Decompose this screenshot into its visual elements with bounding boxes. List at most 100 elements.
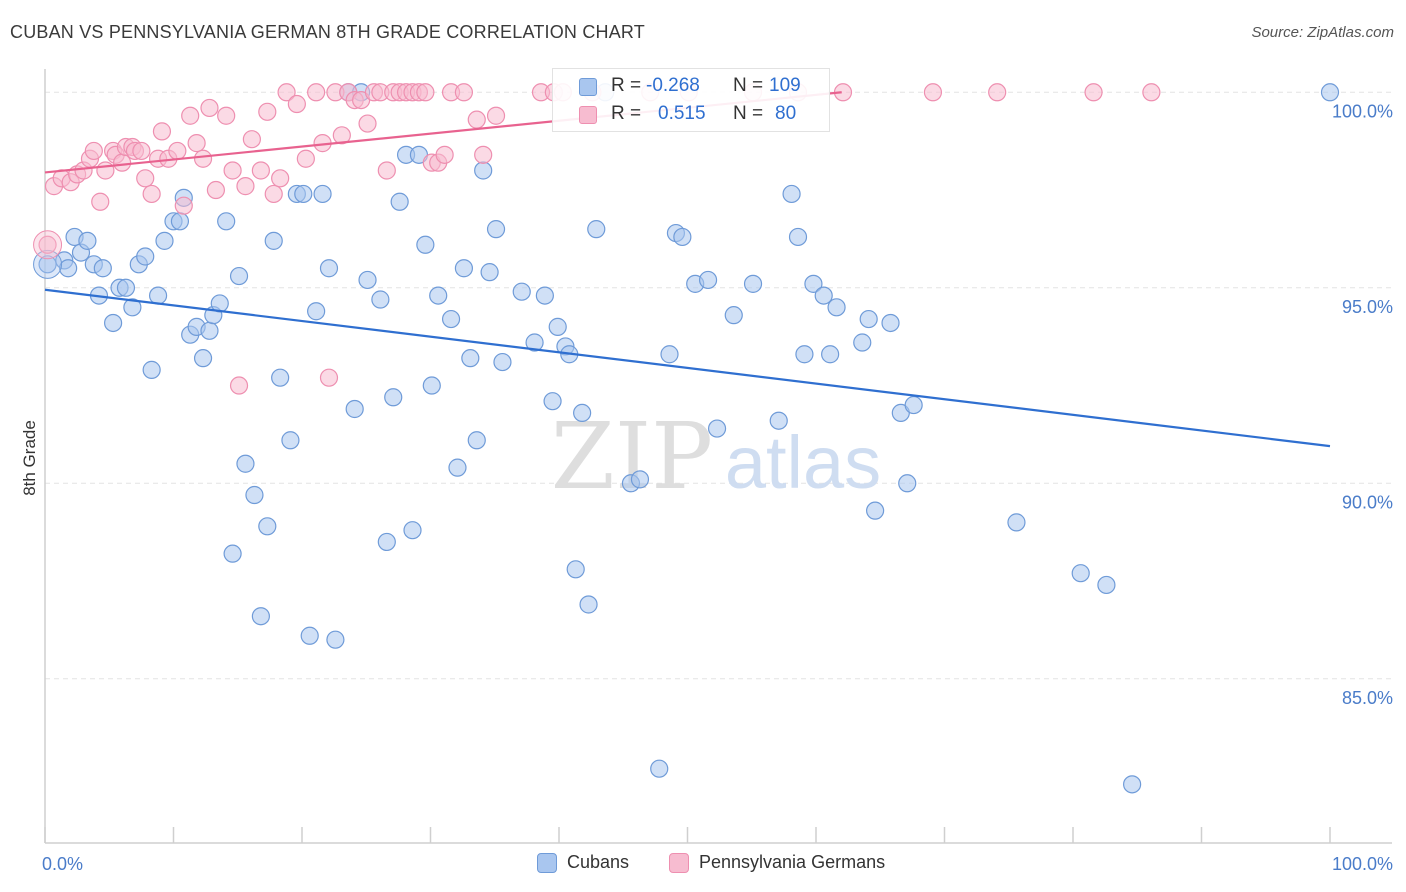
cubans-point-8 bbox=[93, 259, 112, 278]
cubans-point-82 bbox=[660, 345, 679, 364]
trend-line-cubans bbox=[44, 288, 1331, 448]
pennsylvania-germans-point-79 bbox=[1142, 83, 1161, 102]
pennsylvania-germans-point-28 bbox=[206, 180, 226, 200]
r-value: 0.515 bbox=[658, 103, 706, 124]
cubans-point-50 bbox=[384, 388, 403, 407]
cubans-point-11 bbox=[116, 278, 136, 297]
cubans-point-81 bbox=[650, 759, 669, 778]
pennsylvania-germans-point-22 bbox=[168, 141, 187, 161]
cubans-point-29 bbox=[229, 266, 249, 286]
pennsylvania-germans-point-37 bbox=[271, 169, 290, 188]
cubans-point-104 bbox=[904, 395, 923, 415]
y-axis-label: 8th Grade bbox=[20, 420, 39, 496]
pennsylvania-germans-point-29 bbox=[217, 106, 236, 125]
pennsylvania-germans-point-49 bbox=[358, 114, 377, 133]
n-value: 80 bbox=[775, 103, 797, 124]
pennsylvania-germans-point-26 bbox=[193, 149, 213, 168]
tick-labels: 85.0% 90.0% 95.0% 100.0% 0.0% 100.0% bbox=[42, 101, 1393, 874]
pennsylvania-germans-point-25 bbox=[187, 134, 206, 153]
cubans-point-95 bbox=[814, 286, 833, 305]
pennsylvania-germans-point-35 bbox=[258, 102, 277, 121]
cubans-point-96 bbox=[821, 345, 840, 364]
pennsylvania-germans-point-64 bbox=[467, 110, 486, 129]
cubans-point-106 bbox=[1071, 564, 1090, 583]
cubans-point-68 bbox=[525, 333, 544, 352]
cubans-point-87 bbox=[707, 419, 727, 438]
cubans-point-76 bbox=[579, 595, 598, 614]
legend-label-pennsylvania-germans: Pennsylvania Germans bbox=[699, 852, 886, 872]
cubans-point-38 bbox=[294, 184, 313, 204]
cubans-point-35 bbox=[271, 368, 290, 387]
pennsylvania-germans-point-20 bbox=[152, 122, 172, 141]
stats-row-pennsylvania-germans: R = 0.515 N = 80 bbox=[553, 101, 829, 129]
x-tick-label-0: 0.0% bbox=[42, 854, 83, 874]
cubans-point-105 bbox=[1007, 513, 1026, 532]
pennsylvania-germans-swatch bbox=[579, 106, 597, 124]
legend-swatch-cubans bbox=[537, 852, 557, 873]
cubans-point-62 bbox=[467, 431, 486, 450]
pennsylvania-germans-point-78 bbox=[1084, 83, 1103, 102]
cubans-point-56 bbox=[422, 376, 441, 395]
cubans-point-45 bbox=[345, 399, 364, 419]
cubans-point-107 bbox=[1097, 575, 1116, 595]
cubans-point-71 bbox=[548, 317, 567, 336]
cubans-point-40 bbox=[307, 302, 326, 321]
cubans-point-41 bbox=[313, 184, 332, 204]
cubans-point-30 bbox=[236, 454, 255, 473]
cubans-point-93 bbox=[795, 345, 814, 364]
cubans-point-9 bbox=[104, 313, 123, 333]
cubans-point-65 bbox=[486, 220, 506, 239]
cubans-point-5 bbox=[78, 231, 97, 250]
cubans-point-109 bbox=[1320, 83, 1340, 102]
legend-swatch-pennsylvania-germans bbox=[669, 852, 689, 873]
pennsylvania-germans-point-39 bbox=[287, 94, 306, 114]
cubans-point-100 bbox=[866, 501, 885, 520]
chart-title: CUBAN VS PENNSYLVANIA GERMAN 8TH GRADE C… bbox=[10, 22, 645, 42]
r-value: -0.268 bbox=[646, 75, 700, 96]
pennsylvania-germans-point-32 bbox=[236, 177, 255, 196]
cubans-point-15 bbox=[142, 360, 161, 379]
cubans-point-69 bbox=[535, 286, 554, 305]
n-value: 109 bbox=[769, 75, 801, 96]
cubans-point-2 bbox=[59, 259, 78, 278]
pennsylvania-germans-point-16 bbox=[132, 141, 151, 161]
pennsylvania-germans-point-large bbox=[33, 230, 63, 260]
pennsylvania-germans-point-40 bbox=[296, 149, 315, 168]
pennsylvania-germans-point-77 bbox=[988, 83, 1007, 102]
cubans-point-34 bbox=[264, 231, 283, 250]
cubans-point-75 bbox=[573, 403, 592, 422]
cubans-point-84 bbox=[673, 227, 692, 247]
pennsylvania-germans-point-9 bbox=[96, 161, 115, 180]
cubans-point-108 bbox=[1123, 775, 1142, 794]
pennsylvania-germans-point-52 bbox=[377, 161, 396, 180]
cubans-point-66 bbox=[493, 352, 512, 372]
pennsylvania-germans-point-27 bbox=[200, 98, 219, 118]
cubans-point-27 bbox=[217, 212, 236, 231]
cubans-point-91 bbox=[782, 184, 801, 204]
cubans-point-101 bbox=[881, 313, 900, 333]
pennsylvania-germans-point-8 bbox=[91, 192, 110, 211]
pennsylvania-germans-point-38 bbox=[277, 83, 296, 102]
cubans-point-55 bbox=[416, 235, 435, 254]
cubans-point-70 bbox=[543, 392, 562, 411]
cubans-point-64 bbox=[480, 263, 499, 282]
cubans-point-51 bbox=[390, 192, 409, 211]
cubans-swatch bbox=[579, 78, 597, 96]
legend-item-cubans: Cubans bbox=[537, 852, 629, 873]
cubans-point-16 bbox=[148, 286, 168, 305]
cubans-point-88 bbox=[724, 306, 743, 325]
pennsylvania-germans-point-61 bbox=[435, 145, 454, 164]
cubans-point-92 bbox=[788, 227, 808, 247]
cubans-point-77 bbox=[587, 220, 606, 239]
series-pennsylvania-germans bbox=[33, 83, 1161, 395]
cubans-point-33 bbox=[258, 517, 277, 536]
cubans-point-61 bbox=[461, 349, 480, 368]
pennsylvania-germans-point-34 bbox=[251, 161, 270, 180]
pennsylvania-germans-point-43 bbox=[319, 368, 339, 387]
cubans-point-90 bbox=[769, 411, 788, 430]
pennsylvania-germans-point-65 bbox=[474, 145, 493, 164]
cubans-point-103 bbox=[898, 474, 917, 493]
pennsylvania-germans-point-76 bbox=[923, 83, 943, 102]
cubans-point-98 bbox=[853, 333, 872, 352]
